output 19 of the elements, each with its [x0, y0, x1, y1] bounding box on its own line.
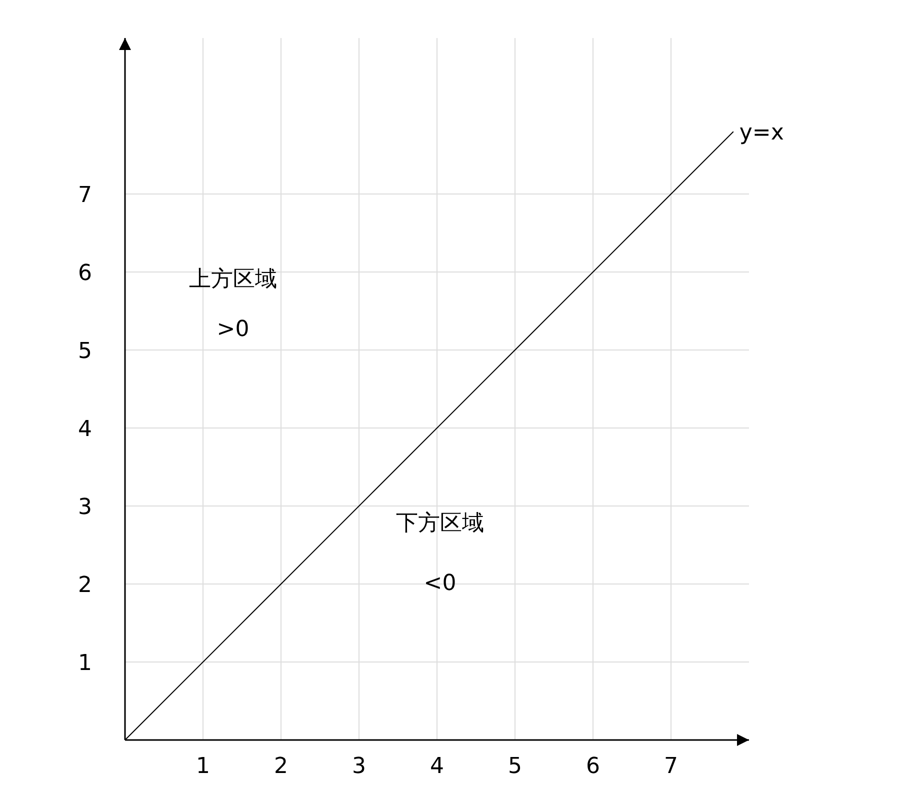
y-tick-label: 2 — [78, 573, 92, 598]
y-tick-label: 5 — [78, 339, 92, 364]
x-tick-label: 5 — [508, 754, 522, 779]
x-tick-label: 2 — [274, 754, 288, 779]
x-tick-label: 1 — [196, 754, 210, 779]
x-tick-label: 7 — [664, 754, 678, 779]
y-tick-label: 7 — [78, 183, 92, 208]
annotation: 下方区域 — [396, 511, 484, 536]
annotation: 上方区域 — [189, 267, 277, 292]
annotation: >0 — [216, 317, 250, 342]
y-tick-label: 1 — [78, 651, 92, 676]
y-tick-label: 4 — [78, 417, 92, 442]
x-tick-label: 4 — [430, 754, 444, 779]
annotation: <0 — [424, 571, 456, 596]
x-tick-label: 3 — [352, 754, 366, 779]
y-tick-label: 6 — [78, 261, 92, 286]
x-tick-label: 6 — [586, 754, 600, 779]
y-tick-label: 3 — [78, 495, 92, 520]
series-label: y=x — [739, 120, 784, 146]
